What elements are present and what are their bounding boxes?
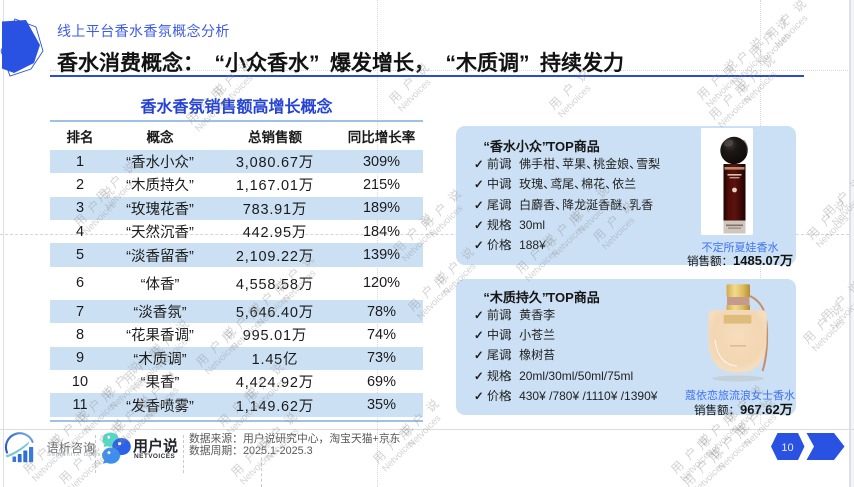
svg-text:10: 10 [781, 442, 793, 454]
